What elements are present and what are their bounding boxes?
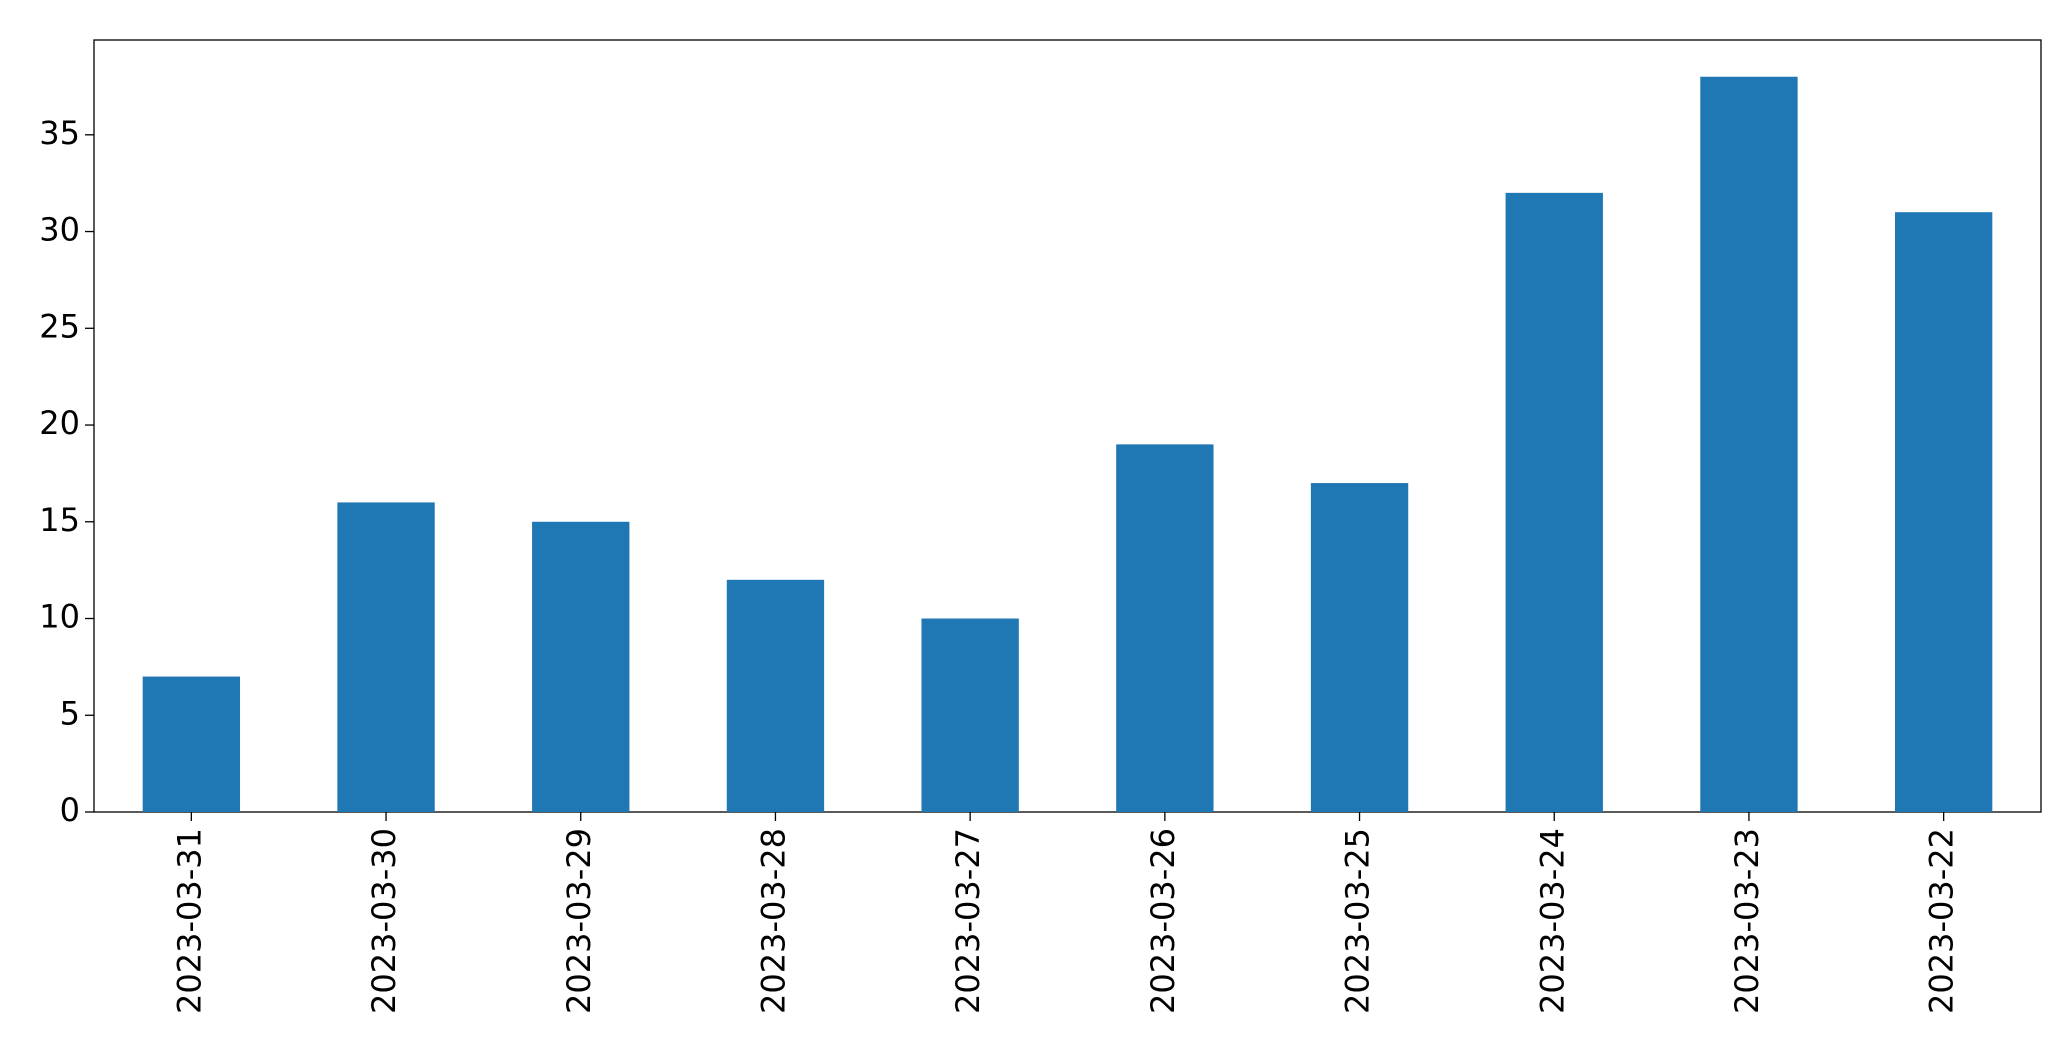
x-tick-label: 2023-03-25: [1339, 828, 1377, 1014]
y-tick-label: 10: [39, 598, 80, 636]
bar: [1505, 192, 1603, 813]
bar: [532, 521, 630, 812]
x-tick-label: 2023-03-29: [560, 828, 598, 1014]
y-tick-label: 25: [39, 307, 80, 345]
x-tick-label: 2023-03-27: [949, 828, 987, 1014]
y-tick-label: 15: [39, 501, 80, 539]
bar: [1700, 76, 1798, 812]
x-tick-label: 2023-03-23: [1728, 828, 1766, 1014]
x-tick-label: 2023-03-24: [1533, 828, 1571, 1014]
x-tick-label: 2023-03-31: [170, 828, 208, 1014]
bar: [142, 676, 241, 812]
bar: [921, 618, 1019, 812]
x-tick-label: 2023-03-22: [1923, 828, 1961, 1014]
bar: [726, 579, 825, 812]
bar: [337, 502, 435, 812]
y-tick-label: 35: [39, 114, 80, 152]
y-tick-label: 0: [60, 791, 80, 829]
x-tick-label: 2023-03-28: [754, 828, 792, 1014]
plot-frame: [93, 39, 2042, 813]
y-tick-label: 5: [60, 694, 80, 732]
y-tick-label: 20: [39, 404, 80, 442]
bar: [1310, 483, 1409, 812]
bar: [1894, 212, 1993, 812]
x-tick-label: 2023-03-26: [1144, 828, 1182, 1014]
bar: [1116, 444, 1214, 812]
y-tick-label: 30: [39, 211, 80, 249]
x-tick-label: 2023-03-30: [365, 828, 403, 1014]
